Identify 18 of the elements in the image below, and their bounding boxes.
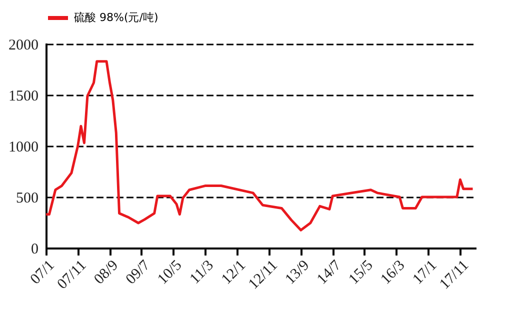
- legend-label: 硫酸 98%(元/吨): [74, 11, 158, 24]
- x-tick-label: 16/3: [378, 258, 408, 288]
- x-tick-label: 15/5: [346, 258, 376, 288]
- line-series: [44, 60, 474, 232]
- y-tick-label: 1500: [8, 88, 38, 104]
- y-tick-label: 1000: [8, 140, 38, 156]
- x-tick-label: 17/1: [410, 258, 440, 288]
- x-tick-label: 08/9: [91, 258, 122, 288]
- x-tick-label: 07/1: [28, 258, 58, 288]
- x-tick-label: 12/1: [218, 258, 249, 288]
- x-tick-label: 11/3: [187, 258, 217, 288]
- x-tick-label: 09/7: [123, 257, 154, 288]
- y-tick-label: 0: [31, 242, 38, 258]
- y-tick-label: 2000: [8, 38, 38, 54]
- y-tick-label: 500: [16, 190, 38, 206]
- x-tick-label: 13/9: [282, 258, 313, 288]
- x-tick-label: 10/5: [154, 258, 186, 288]
- x-tick-label: 14/7: [314, 257, 345, 288]
